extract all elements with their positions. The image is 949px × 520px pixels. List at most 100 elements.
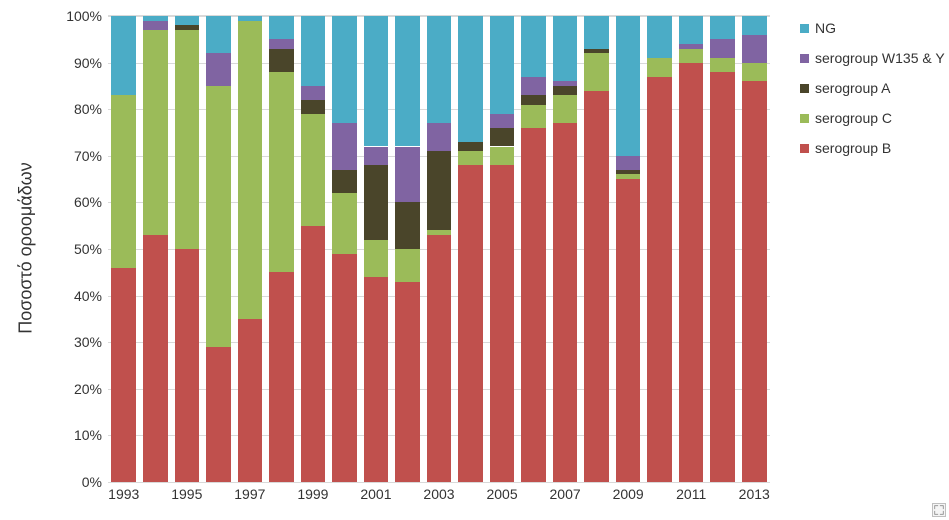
x-tick-label: 2013 bbox=[739, 482, 770, 502]
bar-segment bbox=[143, 21, 168, 30]
bar-segment bbox=[490, 114, 515, 128]
y-tick-label: 50% bbox=[74, 241, 108, 257]
bar-column bbox=[584, 16, 609, 482]
bar-segment bbox=[206, 347, 231, 482]
x-tick-label: 2009 bbox=[613, 482, 644, 502]
bar-column bbox=[206, 16, 231, 482]
bar-segment bbox=[710, 39, 735, 58]
bar-segment bbox=[364, 16, 389, 146]
x-tick-label: 2007 bbox=[550, 482, 581, 502]
bar-segment bbox=[742, 16, 767, 35]
bar-segment bbox=[175, 249, 200, 482]
bar-segment bbox=[301, 100, 326, 114]
bar-column bbox=[427, 16, 452, 482]
bar-segment bbox=[332, 16, 357, 123]
bar-segment bbox=[238, 16, 263, 21]
legend: NG serogroup W135 & Y serogroup A serogroup… bbox=[800, 20, 945, 170]
bar-segment bbox=[395, 16, 420, 146]
bar-segment bbox=[521, 105, 546, 128]
bar-segment bbox=[490, 147, 515, 166]
x-tick-label: 2001 bbox=[360, 482, 391, 502]
legend-item: serogroup W135 & Y bbox=[800, 50, 945, 66]
bar-segment bbox=[143, 16, 168, 21]
legend-item: serogroup B bbox=[800, 140, 945, 156]
legend-label: serogroup B bbox=[815, 140, 891, 156]
legend-item: serogroup C bbox=[800, 110, 945, 126]
bar-segment bbox=[427, 151, 452, 230]
bar-segment bbox=[395, 282, 420, 482]
bar-segment bbox=[584, 49, 609, 54]
plot-area: 0%10%20%30%40%50%60%70%80%90%100%1993199… bbox=[108, 15, 770, 482]
bar-column bbox=[395, 16, 420, 482]
bar-segment bbox=[679, 63, 704, 482]
expand-icon[interactable] bbox=[932, 503, 946, 517]
bar-segment bbox=[679, 16, 704, 44]
bar-segment bbox=[332, 193, 357, 254]
x-tick-label: 1997 bbox=[234, 482, 265, 502]
bar-segment bbox=[269, 39, 294, 48]
bar-segment bbox=[427, 235, 452, 482]
bar-segment bbox=[206, 53, 231, 86]
bar-segment bbox=[742, 35, 767, 63]
bar-column bbox=[458, 16, 483, 482]
bar-column bbox=[238, 16, 263, 482]
bar-segment bbox=[616, 156, 641, 170]
y-tick-label: 60% bbox=[74, 194, 108, 210]
legend-swatch bbox=[800, 84, 809, 93]
y-tick-label: 100% bbox=[66, 8, 108, 24]
bar-segment bbox=[175, 16, 200, 25]
bar-segment bbox=[269, 272, 294, 482]
bar-segment bbox=[269, 49, 294, 72]
bar-segment bbox=[616, 170, 641, 175]
bar-column bbox=[332, 16, 357, 482]
y-tick-label: 80% bbox=[74, 101, 108, 117]
bar-segment bbox=[332, 254, 357, 482]
bar-segment bbox=[553, 16, 578, 81]
bar-segment bbox=[647, 77, 672, 482]
bar-segment bbox=[458, 151, 483, 165]
bar-segment bbox=[647, 16, 672, 58]
chart-canvas: Ποσοστό οροομάδων 0%10%20%30%40%50%60%70… bbox=[0, 0, 949, 520]
bar-column bbox=[111, 16, 136, 482]
x-tick-label: 2005 bbox=[486, 482, 517, 502]
bar-column bbox=[553, 16, 578, 482]
y-tick-label: 70% bbox=[74, 148, 108, 164]
bar-segment bbox=[521, 77, 546, 96]
bar-segment bbox=[679, 44, 704, 49]
y-tick-label: 90% bbox=[74, 55, 108, 71]
bar-segment bbox=[111, 95, 136, 267]
bar-segment bbox=[710, 16, 735, 39]
bar-column bbox=[521, 16, 546, 482]
bar-segment bbox=[742, 63, 767, 82]
bar-segment bbox=[584, 16, 609, 49]
bar-segment bbox=[332, 123, 357, 170]
bar-segment bbox=[364, 147, 389, 166]
legend-label: serogroup W135 & Y bbox=[815, 50, 945, 66]
bar-segment bbox=[332, 170, 357, 193]
y-tick-label: 20% bbox=[74, 381, 108, 397]
legend-item: NG bbox=[800, 20, 945, 36]
bar-column bbox=[742, 16, 767, 482]
bar-segment bbox=[301, 226, 326, 482]
bar-column bbox=[710, 16, 735, 482]
bar-column bbox=[269, 16, 294, 482]
bar-segment bbox=[269, 16, 294, 39]
legend-item: serogroup A bbox=[800, 80, 945, 96]
bar-segment bbox=[458, 16, 483, 142]
bar-segment bbox=[301, 86, 326, 100]
x-tick-label: 1995 bbox=[171, 482, 202, 502]
legend-label: serogroup A bbox=[815, 80, 891, 96]
bar-segment bbox=[301, 16, 326, 86]
bar-segment bbox=[364, 240, 389, 277]
bar-segment bbox=[238, 319, 263, 482]
bar-segment bbox=[742, 81, 767, 482]
bar-segment bbox=[490, 165, 515, 482]
bar-segment bbox=[553, 95, 578, 123]
bar-segment bbox=[111, 16, 136, 95]
bar-segment bbox=[553, 86, 578, 95]
bar-segment bbox=[395, 249, 420, 282]
bar-column bbox=[616, 16, 641, 482]
bar-segment bbox=[458, 165, 483, 482]
bar-segment bbox=[111, 268, 136, 482]
bar-segment bbox=[521, 16, 546, 77]
